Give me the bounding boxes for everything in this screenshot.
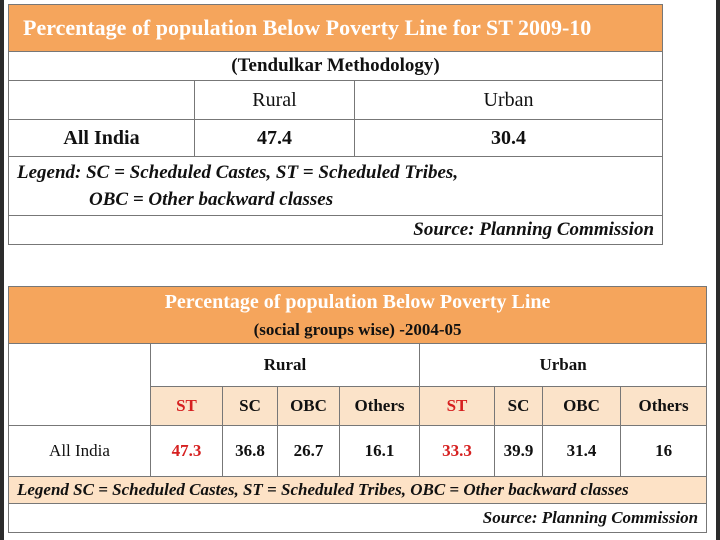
table2-empty-header-cell: [8, 343, 151, 426]
table2-col-rural-sc: SC: [222, 386, 278, 426]
table2-col-rural-st: ST: [150, 386, 223, 426]
table1-title: Percentage of population Below Poverty L…: [7, 4, 664, 52]
table1-legend-line1: Legend: SC = Scheduled Castes, ST = Sche…: [17, 162, 459, 183]
right-frame-border: [716, 0, 720, 540]
table1-legend-line2: OBC = Other backward classes: [89, 189, 334, 210]
table1-header-urban: Urban: [353, 80, 664, 120]
table2-group-rural: Rural: [150, 343, 420, 387]
table2-group-urban: Urban: [418, 343, 708, 387]
table1-empty-header-cell: [8, 80, 195, 120]
table2-col-urban-obc: OBC: [542, 386, 621, 426]
table2-value-urban-others: 16: [619, 425, 708, 477]
table2-value-rural-others: 16.1: [339, 425, 420, 477]
table2-col-urban-st: ST: [419, 386, 495, 426]
table2-col-urban-sc: SC: [494, 386, 543, 426]
table2-value-rural-sc: 36.8: [222, 425, 278, 477]
table2-col-rural-others: Others: [339, 386, 420, 426]
table1-legend: Legend: SC = Scheduled Castes, ST = Sche…: [7, 156, 664, 216]
table2-title: Percentage of population Below Poverty L…: [7, 286, 708, 317]
table2-subtitle: (social groups wise) -2004-05: [7, 317, 708, 344]
table2-value-urban-sc: 39.9: [494, 425, 543, 477]
table2-value-urban-st: 33.3: [419, 425, 495, 477]
table2-row-label: All India: [8, 425, 151, 477]
table1-subtitle: (Tendulkar Methodology): [7, 51, 664, 81]
table2-source: Source: Planning Commission: [7, 503, 708, 533]
table2-value-rural-obc: 26.7: [277, 425, 340, 477]
table2-col-rural-obc: OBC: [277, 386, 340, 426]
table1-rural-value: 47.4: [194, 119, 355, 157]
table1-urban-value: 30.4: [353, 119, 664, 157]
table1-header-rural: Rural: [194, 80, 355, 120]
table2-value-urban-obc: 31.4: [542, 425, 621, 477]
left-frame-border: [0, 0, 4, 540]
table1-source: Source: Planning Commission: [7, 215, 664, 245]
table2-value-rural-st: 47.3: [150, 425, 223, 477]
table2-legend: Legend SC = Scheduled Castes, ST = Sched…: [7, 476, 708, 504]
poverty-table-social-groups-2004-05: Percentage of population Below Poverty L…: [7, 286, 708, 533]
table2-col-urban-others: Others: [619, 386, 708, 426]
table1-row-label: All India: [8, 119, 195, 157]
poverty-table-st-2009-10: Percentage of population Below Poverty L…: [7, 4, 664, 245]
